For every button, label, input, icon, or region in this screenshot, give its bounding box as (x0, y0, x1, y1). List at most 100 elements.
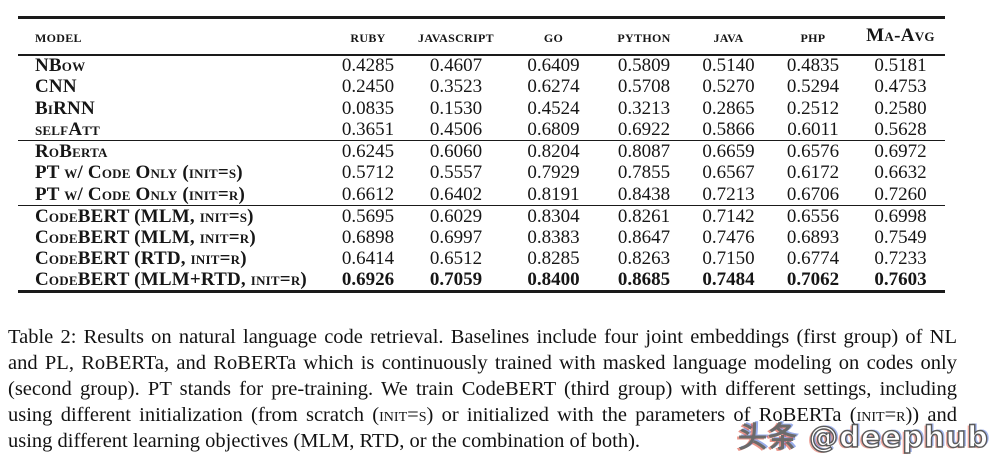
value-cell: 0.6556 (786, 205, 840, 227)
value-cell: 0.8438 (617, 183, 671, 205)
caption-segment: )) and using different learning objectiv… (8, 404, 957, 452)
value-cell: 0.7484 (702, 269, 755, 290)
value-cell: 0.7213 (702, 183, 755, 205)
table-row: selfAtt 0.3651 0.4506 0.6809 0.6922 0.5866 0.6… (18, 119, 945, 141)
value-cell: 0.6567 (702, 162, 755, 184)
model-name-cell: BiRNN (35, 97, 95, 119)
value-cell: 0.6245 (341, 141, 395, 162)
value-cell: 0.8204 (527, 141, 580, 162)
model-name-cell: RoBerta (35, 141, 108, 162)
value-cell: 0.5628 (874, 119, 927, 140)
value-cell: 0.6659 (702, 141, 755, 162)
table-row: RoBerta 0.6245 0.6060 0.8204 0.8087 0.6659 0.6… (18, 140, 945, 163)
value-cell: 0.8685 (617, 269, 671, 290)
table-header: model ruby javascript go python java php Ma-Avg (18, 18, 945, 55)
value-cell: 0.7233 (874, 248, 927, 270)
value-cell: 0.0835 (341, 97, 395, 119)
value-cell: 0.5557 (429, 162, 483, 184)
value-cell: 0.6997 (429, 226, 483, 248)
value-cell: 0.7476 (702, 226, 755, 248)
value-cell: 0.7549 (874, 226, 927, 248)
value-cell: 0.7855 (617, 162, 671, 184)
table-row: CodeBERT (RTD, init=r) 0.6414 0.6512 0.8285… (18, 248, 945, 270)
value-cell: 0.5712 (341, 162, 395, 184)
value-cell: 0.5294 (786, 76, 840, 98)
value-cell: 0.7142 (702, 205, 755, 227)
caption-segment: init=r (856, 404, 906, 426)
value-cell: 0.6632 (874, 162, 927, 184)
value-cell: 0.7150 (702, 248, 755, 270)
value-cell: 0.3213 (617, 97, 671, 119)
column-header-ruby: ruby (350, 25, 386, 46)
table-row: CodeBERT (MLM, init=r) 0.6898 0.6997 0.8383… (18, 227, 945, 249)
value-cell: 0.6998 (874, 205, 927, 227)
table-row: PT w/ Code Only (init=s) 0.5712 0.5557 0.79… (18, 162, 945, 184)
value-cell: 0.3651 (341, 119, 395, 140)
model-name-cell: CodeBERT (MLM, init=s) (35, 205, 254, 227)
column-header-go: go (543, 25, 564, 46)
column-header-php: php (800, 25, 826, 46)
value-cell: 0.6409 (527, 55, 580, 77)
value-cell: 0.7062 (786, 269, 840, 290)
caption-segment: ) or initialized with the parameters of … (426, 404, 857, 426)
value-cell: 0.5866 (702, 119, 755, 140)
model-name-cell: CodeBERT (MLM, init=r) (35, 226, 256, 248)
value-cell: 0.6402 (429, 183, 483, 205)
value-cell: 0.8304 (527, 205, 580, 227)
table-caption: Table 2: Results on natural language cod… (8, 324, 957, 454)
value-cell: 0.8261 (617, 205, 671, 227)
value-cell: 0.8087 (617, 141, 671, 162)
model-name-cell: NBow (35, 55, 86, 77)
model-name-cell: selfAtt (35, 119, 100, 140)
header-row: model ruby javascript go python java php Ma-Avg (18, 18, 945, 55)
model-name-cell: PT w/ Code Only (init=s) (35, 162, 243, 184)
value-cell: 0.6893 (786, 226, 840, 248)
value-cell: 0.8191 (527, 183, 580, 205)
column-header-javascript: javascript (418, 25, 494, 46)
value-cell: 0.4835 (786, 55, 840, 77)
column-header-maavg: Ma-Avg (866, 25, 935, 47)
column-header-java: java (713, 25, 744, 46)
table-row: NBow 0.4285 0.4607 0.6409 0.5809 0.5140 0.4835… (18, 55, 945, 77)
table-row: CodeBERT (MLM+RTD, init=r) 0.6926 0.7059 0.… (18, 270, 945, 292)
value-cell: 0.7260 (874, 183, 927, 205)
value-cell: 0.7603 (874, 269, 927, 290)
value-cell: 0.6612 (341, 183, 395, 205)
value-cell: 0.6060 (429, 141, 483, 162)
value-cell: 0.6922 (617, 119, 671, 140)
value-cell: 0.6774 (786, 248, 840, 270)
value-cell: 0.6809 (527, 119, 580, 140)
value-cell: 0.8647 (617, 226, 671, 248)
model-name-cell: CodeBERT (MLM+RTD, init=r) (35, 269, 307, 290)
value-cell: 0.6414 (341, 248, 395, 270)
table-body: NBow 0.4285 0.4607 0.6409 0.5809 0.5140 0.4835… (18, 55, 945, 292)
value-cell: 0.6274 (527, 76, 580, 98)
model-name-cell: PT w/ Code Only (init=r) (35, 183, 245, 205)
value-cell: 0.2865 (702, 97, 755, 119)
value-cell: 0.1530 (429, 97, 483, 119)
value-cell: 0.4607 (429, 55, 483, 77)
value-cell: 0.5181 (874, 55, 927, 77)
caption-segment: Table 2: Results on natural language cod… (8, 326, 957, 426)
table-row: BiRNN 0.0835 0.1530 0.4524 0.3213 0.2865 0.251… (18, 98, 945, 120)
model-name-cell: CNN (35, 76, 77, 98)
value-cell: 0.6512 (429, 248, 483, 270)
value-cell: 0.2450 (341, 76, 395, 98)
column-header-python: python (617, 25, 671, 46)
value-cell: 0.6172 (786, 162, 840, 184)
caption-segment: init=s (379, 404, 427, 426)
value-cell: 0.4285 (341, 55, 395, 77)
table-row: CodeBERT (MLM, init=s) 0.5695 0.6029 0.8304… (18, 205, 945, 227)
value-cell: 0.6011 (787, 119, 839, 140)
table-row: CNN 0.2450 0.3523 0.6274 0.5708 0.5270 0.5294 0… (18, 76, 945, 98)
value-cell: 0.5140 (702, 55, 755, 77)
value-cell: 0.5809 (617, 55, 671, 77)
value-cell: 0.2512 (786, 97, 840, 119)
value-cell: 0.8400 (527, 269, 580, 290)
table-row: PT w/ Code Only (init=r) 0.6612 0.6402 0.81… (18, 184, 945, 206)
value-cell: 0.8383 (527, 226, 580, 248)
value-cell: 0.4506 (429, 119, 483, 140)
value-cell: 0.6926 (341, 269, 395, 290)
value-cell: 0.5270 (702, 76, 755, 98)
